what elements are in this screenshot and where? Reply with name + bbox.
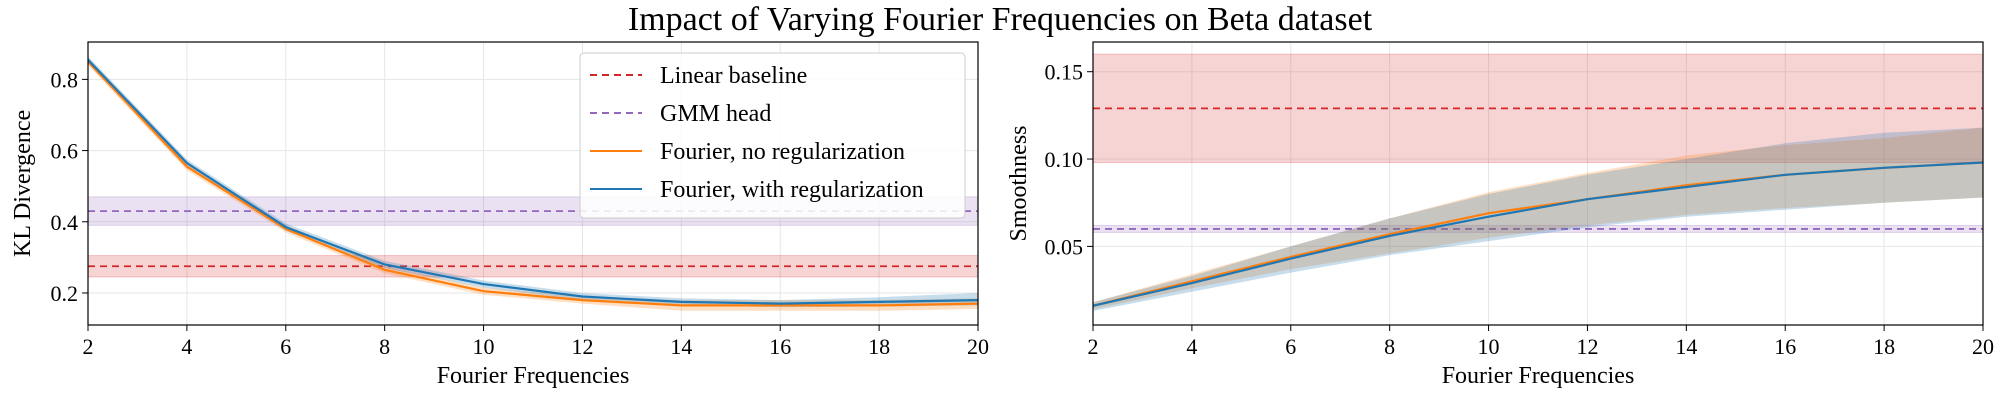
x-tick-label: 10 — [1478, 334, 1500, 359]
x-tick-label: 8 — [1384, 334, 1395, 359]
plot-area — [88, 56, 978, 311]
series-line-1 — [1093, 161, 1983, 307]
x-tick-label: 12 — [1576, 334, 1598, 359]
x-tick-label: 2 — [1088, 334, 1099, 359]
x-tick-label: 14 — [1675, 334, 1697, 359]
x-axis-label: Fourier Frequencies — [1442, 363, 1635, 389]
x-tick-label: 16 — [1774, 334, 1796, 359]
legend-label-1: GMM head — [660, 101, 771, 127]
smoothness-plot: 2 4 6 8 10 12 14 16 18 20 0.05 0.10 0.15 Fourier Freq… — [1006, 41, 1994, 389]
x-tick-label: 18 — [868, 334, 890, 359]
figure-suptitle: Impact of Varying Fourier Frequencies on… — [628, 1, 1373, 38]
legend-label-2: Fourier, no regularization — [660, 139, 905, 165]
series-line-1 — [88, 59, 978, 305]
x-tick-label: 6 — [280, 334, 291, 359]
x-tick-label: 8 — [379, 334, 390, 359]
kl-divergence-plot: 2 4 6 8 10 12 14 16 18 20 0.2 0.4 0.6 0.8 Fourier Freq… — [10, 41, 989, 389]
x-tick-label: 4 — [1186, 334, 1197, 359]
x-axis-label: Fourier Frequencies — [437, 363, 630, 389]
legend-box — [579, 52, 966, 219]
y-tick-label: 0.2 — [51, 281, 79, 306]
y-axis-label: KL Divergence — [10, 110, 36, 257]
series-band-0 — [1093, 127, 1983, 310]
series-band-1 — [1093, 127, 1983, 311]
x-tick-label: 2 — [83, 334, 94, 359]
y-axis-label: Smoothness — [1006, 125, 1032, 241]
x-tick-label: 16 — [769, 334, 791, 359]
legend-label-0: Linear baseline — [660, 63, 807, 89]
y-tick-label: 0.15 — [1045, 60, 1084, 85]
x-tick-label: 20 — [1972, 334, 1994, 359]
legend-label-3: Fourier, with regularization — [660, 177, 924, 203]
x-tick-label: 10 — [473, 334, 495, 359]
y-tick-label: 0.8 — [51, 67, 79, 92]
series-line-0 — [88, 60, 978, 307]
plot-area — [1093, 53, 1983, 311]
y-tick-label: 0.10 — [1045, 147, 1084, 172]
x-tick-label: 4 — [181, 334, 192, 359]
y-tick-label: 0.05 — [1045, 234, 1084, 259]
x-tick-label: 12 — [571, 334, 593, 359]
axes-frame — [87, 41, 979, 326]
y-tick-label: 0.6 — [51, 139, 79, 164]
axes-frame — [1092, 41, 1984, 326]
x-tick-label: 18 — [1873, 334, 1895, 359]
y-tick-label: 0.4 — [51, 210, 79, 235]
x-tick-label: 6 — [1285, 334, 1296, 359]
x-tick-label: 14 — [670, 334, 692, 359]
legend: Linear baseline GMM head Fourier, no regul… — [579, 52, 966, 219]
x-tick-label: 20 — [967, 334, 989, 359]
